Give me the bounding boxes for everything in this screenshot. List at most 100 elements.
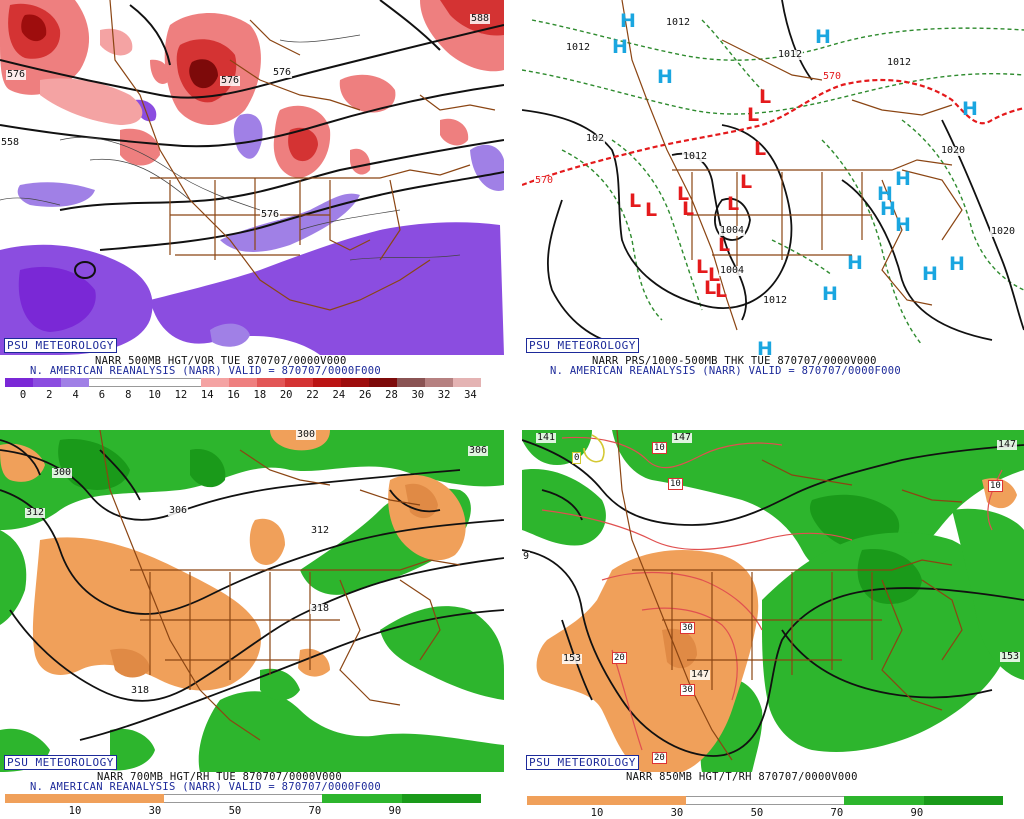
colorbar-tick-label: 10 (148, 389, 161, 401)
temperature-label: 10 (668, 478, 683, 490)
contour-label: 588 (470, 13, 491, 24)
psu-logo: PSU METEOROLOGY (4, 338, 117, 353)
low-pressure-marker: L (754, 138, 767, 160)
height-label: 312 (25, 507, 46, 518)
colorbar-tick-label: 70 (308, 805, 322, 817)
high-pressure-marker: H (877, 183, 893, 205)
isobar-label: 1012 (777, 49, 804, 60)
rh-colorbar-ticks: 10 30 50 70 90 (527, 807, 1003, 819)
colorbar-segment (229, 378, 257, 387)
height-label: 141 (536, 432, 557, 443)
low-pressure-marker: L (696, 256, 709, 278)
height-label: 153 (562, 653, 583, 664)
colorbar-tick-label: 28 (385, 389, 398, 401)
high-pressure-marker: H (657, 66, 673, 88)
colorbar-segment (685, 796, 765, 805)
colorbar-tick-label: 4 (72, 389, 79, 401)
colorbar-tick-label: 30 (670, 807, 684, 819)
colorbar-segment (453, 378, 481, 387)
colorbar-segment (201, 378, 229, 387)
colorbar-tick-label: 90 (910, 807, 924, 819)
isobar-label: 1012 (665, 17, 692, 28)
high-pressure-marker: H (612, 36, 628, 58)
psu-logo: PSU METEOROLOGY (526, 755, 639, 770)
chart-subtitle: N. AMERICAN REANALYSIS (NARR) VALID = 87… (30, 781, 381, 793)
vorticity-colorbar-ticks: 0 2 4 6 8 10 12 14 16 18 20 22 24 26 28 30 32 34 (5, 389, 481, 401)
colorbar-segment (844, 796, 924, 805)
height-label: 300 (52, 467, 73, 478)
temperature-label: 20 (612, 652, 627, 664)
chart-title: NARR PRS/1000-500MB THK TUE 870707/0000V… (592, 355, 877, 367)
map-500mb-vorticity (0, 0, 504, 355)
colorbar-segment (397, 378, 425, 387)
height-label: 147 (672, 432, 693, 443)
panel-700mb-rh: 300 300 306 306 312 312 318 318 PSU METE… (0, 430, 504, 819)
thickness-label: 570 (822, 71, 843, 82)
high-pressure-marker: H (757, 338, 773, 360)
high-pressure-marker: H (847, 252, 863, 274)
psu-logo: PSU METEOROLOGY (4, 755, 117, 770)
colorbar-tick-label: 10 (68, 805, 82, 817)
colorbar-tick-label: 6 (98, 389, 106, 401)
colorbar-tick-label: 14 (200, 389, 214, 401)
low-pressure-marker: L (718, 234, 731, 256)
colorbar-tick-label: 16 (227, 389, 240, 401)
colorbar-segment (84, 794, 164, 803)
height-label: 318 (310, 603, 331, 614)
colorbar-segment (242, 794, 323, 803)
colorbar-tick-label: 32 (437, 389, 451, 401)
isobar-label: 1020 (990, 226, 1017, 237)
colorbar-tick-label: 30 (148, 805, 162, 817)
colorbar-tick-label: 20 (279, 389, 293, 401)
colorbar-segment (117, 378, 145, 387)
rh-colorbar (5, 794, 481, 803)
colorbar-segment (145, 378, 173, 387)
colorbar-tick-label: 70 (830, 807, 844, 819)
height-label: 147 (997, 439, 1018, 450)
colorbar-segment (61, 378, 89, 387)
temperature-label: 20 (652, 752, 667, 764)
isobar-label: 1020 (940, 145, 967, 156)
panel-850mb-temp-rh: 141 147 147 153 153 147 9 0 10 10 10 20 … (522, 430, 1024, 819)
isobar-label: 1012 (565, 42, 592, 53)
height-label: 147 (690, 669, 711, 680)
temperature-label: 30 (680, 684, 695, 696)
isobar-label: 1004 (719, 225, 746, 236)
colorbar-segment (33, 378, 61, 387)
colorbar-tick-label: 26 (358, 389, 372, 401)
colorbar-tick-label: 0 (19, 389, 27, 401)
colorbar-tick-label: 34 (464, 389, 477, 401)
colorbar-segment (764, 796, 845, 805)
chart-title: NARR 700MB HGT/RH TUE 870707/0000V000 (97, 771, 342, 783)
colorbar-tick-label: 2 (46, 389, 53, 401)
low-pressure-marker: L (715, 280, 728, 302)
height-label: 300 (296, 430, 317, 440)
low-pressure-marker: L (708, 264, 721, 286)
colorbar-segment (89, 378, 117, 387)
rh-colorbar (527, 796, 1003, 805)
colorbar-segment (173, 378, 201, 387)
colorbar-tick-label: 90 (388, 805, 402, 817)
chart-title: NARR 850MB HGT/T/RH 870707/0000V000 (626, 771, 858, 783)
high-pressure-marker: H (620, 10, 636, 32)
colorbar-segment (285, 378, 313, 387)
psu-logo: PSU METEOROLOGY (526, 338, 639, 353)
temperature-label: 10 (988, 480, 1003, 492)
low-pressure-marker: L (682, 198, 695, 220)
isobar-label: 102 (585, 133, 606, 144)
height-label: 318 (130, 685, 151, 696)
colorbar-segment (606, 796, 686, 805)
panel-sea-level-pressure-thickness: 1012 1012 1012 1012 1020 1020 570 570 10… (522, 0, 1024, 402)
colorbar-segment (401, 794, 481, 803)
high-pressure-marker: H (962, 98, 978, 120)
low-pressure-marker: L (629, 190, 642, 212)
colorbar-tick-label: 24 (332, 389, 346, 401)
height-label: 306 (468, 445, 489, 456)
colorbar-segment (163, 794, 243, 803)
colorbar-segment (313, 378, 341, 387)
contour-label: 558 (0, 137, 21, 148)
chart-subtitle: N. AMERICAN REANALYSIS (NARR) VALID = 87… (30, 365, 381, 377)
colorbar-tick-label: 12 (174, 389, 188, 401)
rh-colorbar-ticks: 10 30 50 70 90 (5, 805, 481, 817)
chart-subtitle: N. AMERICAN REANALYSIS (NARR) VALID = 87… (550, 365, 901, 377)
